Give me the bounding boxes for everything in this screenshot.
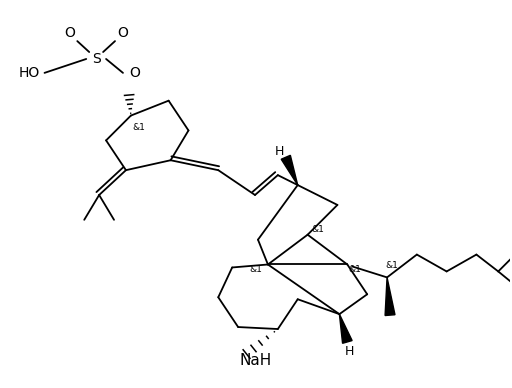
Text: &1: &1 xyxy=(349,265,361,274)
Text: &1: &1 xyxy=(249,265,263,274)
Text: S: S xyxy=(92,52,100,66)
Text: &1: &1 xyxy=(133,123,145,132)
Polygon shape xyxy=(385,277,395,315)
Text: H: H xyxy=(275,145,285,158)
Polygon shape xyxy=(339,314,352,343)
Text: O: O xyxy=(129,66,140,80)
Text: &1: &1 xyxy=(311,225,324,234)
Text: H: H xyxy=(345,345,354,359)
Text: HO: HO xyxy=(18,66,39,80)
Text: O: O xyxy=(64,26,75,40)
Text: &1: &1 xyxy=(386,261,398,270)
Text: O: O xyxy=(118,26,129,40)
Polygon shape xyxy=(281,155,297,185)
Text: NaH: NaH xyxy=(240,353,272,368)
